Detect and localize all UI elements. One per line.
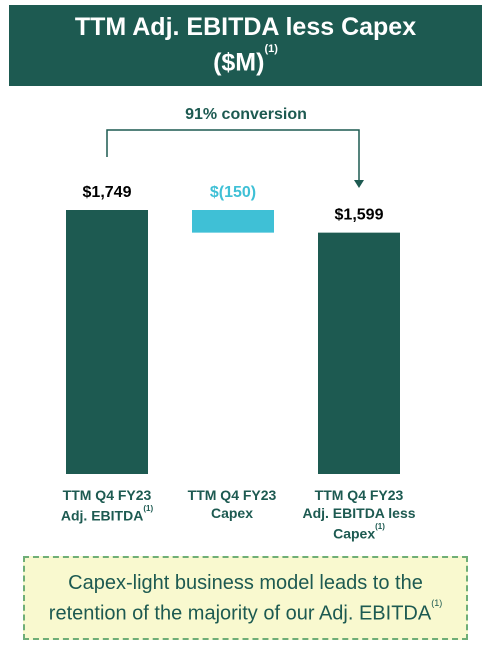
chart-title-unit: ($M) — [213, 48, 265, 77]
category-label-adj-ebitda: TTM Q4 FY23 Adj. EBITDA(1) — [27, 486, 187, 525]
takeaway-text: Capex-light business model leads to the … — [48, 571, 432, 625]
category-label-line: TTM Q4 FY23 — [314, 487, 404, 503]
category-label-line: Capex(1) — [279, 522, 439, 543]
category-label-footnote: (1) — [375, 522, 385, 531]
category-label-line: TTM Q4 FY23 — [62, 487, 152, 503]
bar-1 — [192, 210, 274, 233]
bar-0 — [66, 210, 148, 474]
conversion-annotation: 91% conversion — [185, 106, 307, 123]
category-label-line: Adj. EBITDA(1) — [27, 504, 187, 525]
category-label-line: TTM Q4 FY23 — [187, 487, 277, 503]
bar-2 — [318, 232, 400, 474]
data-label-2: $1,599 — [335, 207, 384, 224]
category-label-text: Adj. EBITDA — [60, 507, 144, 524]
chart-title-footnote: (1) — [264, 43, 278, 56]
data-label-1: $(150) — [210, 184, 256, 201]
category-label-line: Adj. EBITDA less — [302, 505, 416, 521]
data-label-0: $1,749 — [83, 184, 132, 201]
chart-title-line2: ($M)(1) — [9, 43, 482, 78]
category-label-capex: TTM Q4 FY23 Capex — [152, 486, 312, 522]
conversion-arrowhead — [354, 180, 364, 188]
category-label-text: Capex — [333, 525, 376, 542]
chart-title-line1: TTM Adj. EBITDA less Capex — [74, 13, 417, 42]
takeaway-callout: Capex-light business model leads to the … — [23, 556, 468, 640]
category-label-line: Capex — [210, 505, 254, 521]
category-label-ebitda-less-capex: TTM Q4 FY23 Adj. EBITDA less Capex(1) — [279, 486, 439, 543]
chart-title-banner: TTM Adj. EBITDA less Capex ($M)(1) — [9, 5, 482, 86]
takeaway-text-wrap: Capex-light business model leads to the … — [33, 570, 458, 627]
category-label-footnote: (1) — [143, 504, 154, 513]
takeaway-footnote: (1) — [431, 597, 443, 608]
conversion-bracket — [106, 129, 360, 182]
